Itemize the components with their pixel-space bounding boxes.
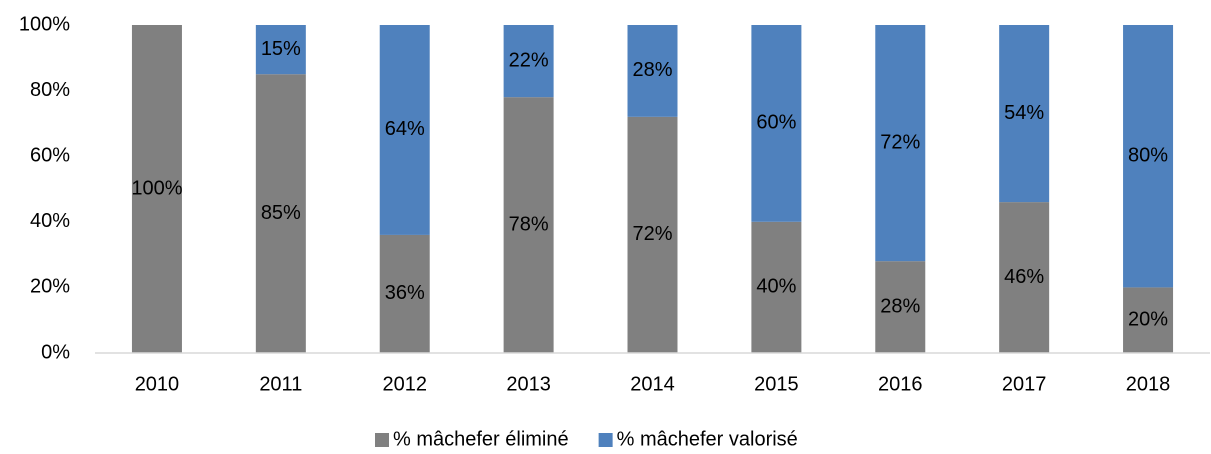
data-label: 54%	[1004, 102, 1044, 124]
y-tick-label: 60%	[30, 144, 70, 166]
data-label: 22%	[509, 49, 549, 71]
x-tick-label: 2017	[1002, 373, 1047, 395]
legend-label: % mâchefer éliminé	[393, 428, 569, 450]
legend-label: % mâchefer valorisé	[617, 428, 798, 450]
legend-swatch	[598, 433, 613, 447]
data-label: 40%	[756, 276, 796, 298]
legend-swatch	[375, 433, 389, 447]
data-label: 64%	[385, 118, 425, 140]
bar-segment	[379, 234, 430, 353]
bar-segment	[255, 74, 306, 353]
x-tick-label: 2011	[259, 373, 302, 395]
data-label: 100%	[131, 177, 182, 199]
data-label: 80%	[1128, 144, 1168, 166]
x-tick-label: 2010	[135, 373, 180, 395]
bar-segment	[1123, 287, 1174, 353]
bar-segment	[627, 116, 678, 353]
x-tick-label: 2012	[382, 373, 427, 395]
bar-segment	[1123, 25, 1174, 288]
bar-segment	[751, 25, 802, 222]
bar-segment	[503, 97, 554, 353]
bar-segment	[875, 25, 926, 262]
bar-segment	[379, 25, 430, 235]
data-label: 72%	[880, 131, 920, 153]
data-label: 15%	[261, 38, 301, 60]
data-label: 20%	[1128, 308, 1168, 330]
data-label: 72%	[632, 223, 672, 245]
bar-segment	[999, 25, 1050, 203]
bar-segment	[503, 25, 554, 98]
y-tick-label: 20%	[30, 276, 70, 298]
data-label: 46%	[1004, 266, 1044, 288]
x-tick-label: 2014	[630, 373, 675, 395]
y-tick-label: 100%	[19, 13, 70, 35]
bar-segment	[627, 25, 678, 117]
data-label: 60%	[756, 112, 796, 134]
data-label: 28%	[632, 59, 672, 81]
x-tick-label: 2015	[754, 373, 799, 395]
y-tick-label: 80%	[30, 79, 70, 101]
x-tick-label: 2013	[506, 373, 551, 395]
data-label: 28%	[880, 295, 920, 317]
y-tick-label: 0%	[41, 341, 70, 363]
x-tick-label: 2018	[1126, 373, 1171, 395]
x-tick-label: 2016	[878, 373, 923, 395]
data-label: 78%	[509, 213, 549, 235]
data-label: 36%	[385, 282, 425, 304]
data-label: 85%	[261, 202, 301, 224]
bar-segment	[875, 261, 926, 353]
bar-segment	[999, 202, 1050, 353]
bar-segment	[255, 25, 306, 75]
bar-segment	[751, 221, 802, 353]
bar-segment	[131, 25, 182, 353]
y-tick-label: 40%	[30, 210, 70, 232]
